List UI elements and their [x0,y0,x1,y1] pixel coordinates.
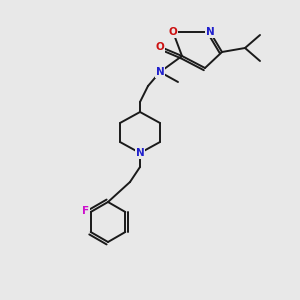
Text: N: N [156,67,164,77]
Text: N: N [206,27,214,37]
Text: F: F [82,206,89,216]
Text: N: N [136,148,144,158]
Text: O: O [156,42,164,52]
Text: O: O [169,27,177,37]
